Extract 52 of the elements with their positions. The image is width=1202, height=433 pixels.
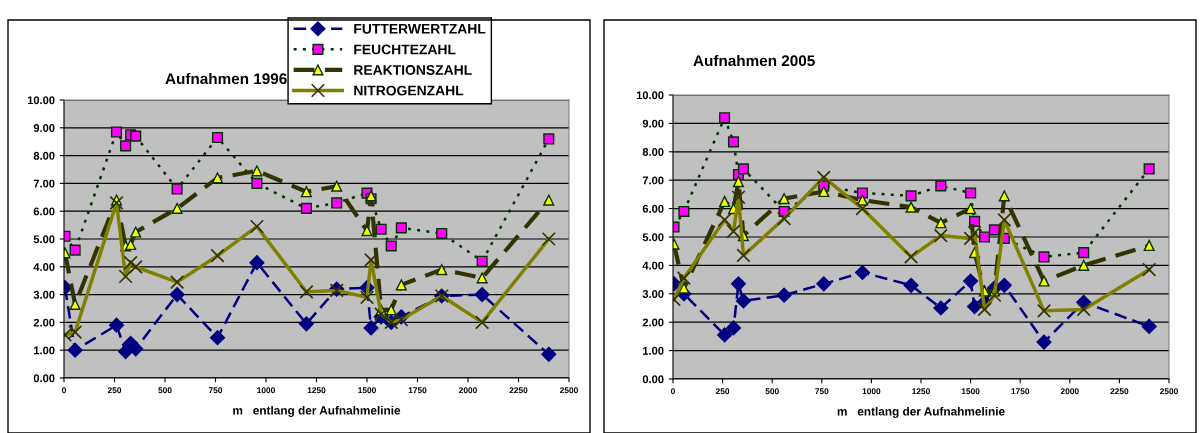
y-tick-label: 1.00: [34, 346, 55, 355]
y-tick-label: 7.00: [33, 179, 55, 188]
x-tick-label: 1500: [358, 387, 376, 394]
x-axis-title: m entlang der Aufnahmelinie: [233, 405, 401, 417]
y-tick-label: 9.00: [642, 119, 664, 128]
legend-label: REAKTIONSZAHL: [354, 65, 472, 75]
y-tick-label: 4.00: [33, 263, 55, 271]
y-tick-label: 3.00: [642, 290, 664, 298]
x-tick-label: 2250: [509, 387, 528, 394]
x-tick-label: 2000: [459, 387, 477, 394]
y-tick-label: 8.00: [642, 148, 664, 156]
y-tick-label: 9.00: [33, 124, 55, 132]
x-tick-label: 250: [107, 387, 122, 394]
x-tick-label: 0: [671, 388, 675, 395]
legend-label: NITROGENZAHL: [354, 85, 464, 96]
legend-label: FEUCHTEZAHL: [354, 44, 456, 55]
x-tick-label: 2500: [560, 387, 578, 394]
y-tick-label: 2.00: [642, 318, 664, 327]
legend-label: FUTTERWERTZAHL: [354, 24, 486, 34]
y-tick-label: 0.00: [33, 374, 55, 383]
x-tick-label: 500: [765, 388, 779, 395]
y-tick-label: 10.00: [636, 91, 664, 100]
y-tick-label: 5.00: [642, 233, 664, 242]
x-tick-label: 1750: [1011, 388, 1030, 395]
y-tick-label: 6.00: [33, 207, 55, 216]
x-tick-label: 750: [208, 387, 223, 394]
chart-title: Aufnahmen 2005: [693, 54, 815, 67]
x-tick-label: 2500: [1160, 388, 1178, 395]
x-tick-label: 1000: [862, 388, 881, 395]
y-tick-label: 4.00: [642, 261, 664, 270]
x-tick-label: 1500: [961, 388, 980, 395]
x-tick-label: 2250: [1110, 388, 1129, 395]
y-tick-label: 6.00: [642, 204, 664, 213]
y-tick-label: 2.00: [33, 318, 55, 327]
y-tick-label: 7.00: [642, 176, 664, 185]
x-tick-label: 2000: [1060, 388, 1079, 395]
y-tick-label: 3.00: [33, 290, 55, 299]
x-tick-label: 750: [815, 388, 829, 395]
y-tick-label: 8.00: [33, 151, 55, 160]
x-tick-label: 1750: [408, 387, 427, 394]
x-tick-label: 1250: [307, 387, 326, 394]
x-tick-label: 1000: [257, 387, 275, 394]
y-tick-label: 0.00: [642, 375, 664, 384]
x-tick-label: 1250: [912, 388, 930, 395]
y-tick-label: 5.00: [33, 235, 55, 244]
y-tick-label: 1.00: [643, 346, 664, 355]
x-tick-label: 250: [715, 388, 730, 395]
chart-title: Aufnahmen 1996: [165, 72, 287, 85]
y-tick-label: 10.00: [27, 96, 55, 105]
x-axis-title: m entlang der Aufnahmelinie: [837, 406, 1005, 418]
x-tick-label: 500: [158, 387, 172, 394]
x-tick-label: 0: [62, 387, 66, 394]
